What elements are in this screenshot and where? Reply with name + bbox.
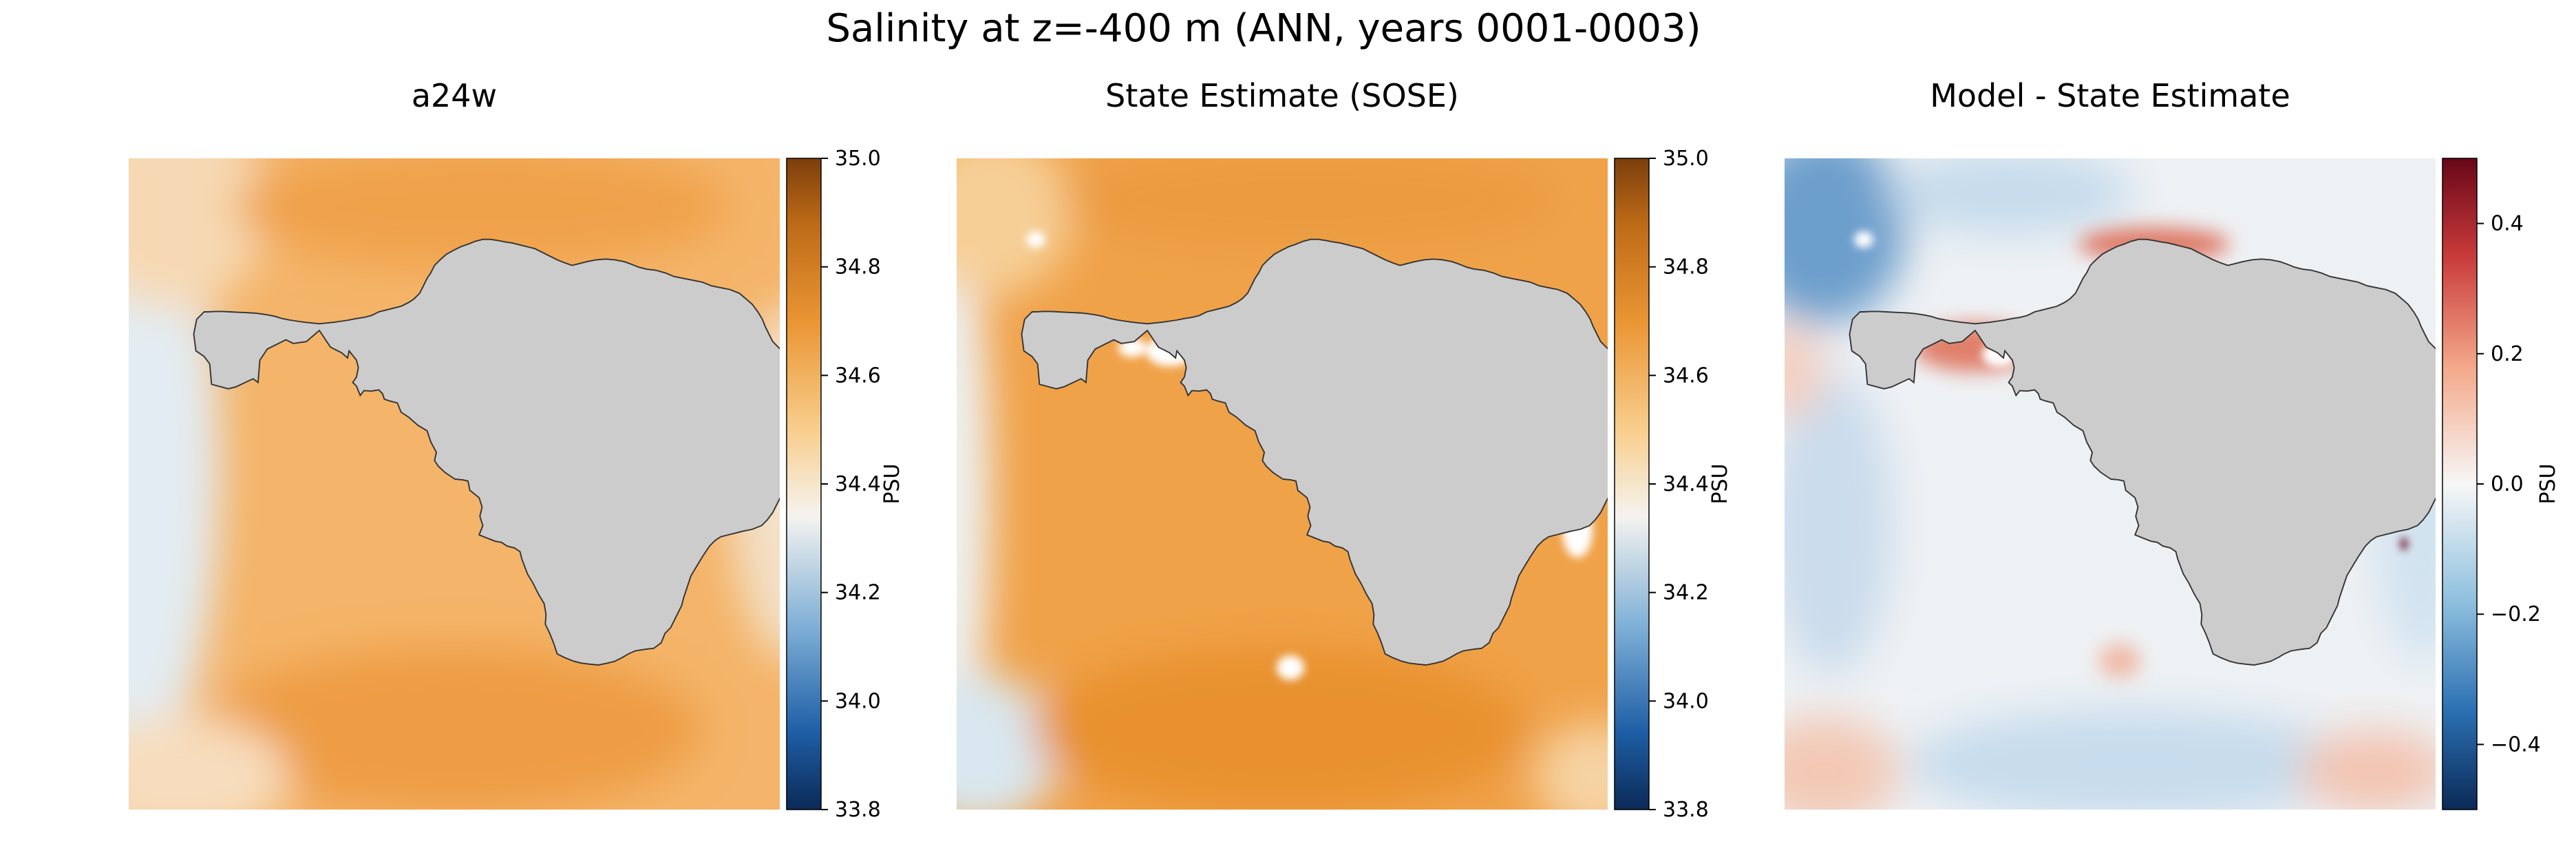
panel-title-a24w: a24w <box>412 77 497 114</box>
colorbar-tick-label: 33.8 <box>1663 798 1709 822</box>
colorbar-tick-label: 35.0 <box>835 147 881 171</box>
colorbar-unit: PSU <box>880 463 904 504</box>
heatmap-difference <box>1785 158 2436 810</box>
colorbar-a24w: 33.8 34.0 34.2 34.4 34.6 34.8 35.0 PSU <box>786 147 904 822</box>
colorbar-tick-label: 34.2 <box>1663 581 1709 605</box>
negative-north-patch <box>1886 158 2133 234</box>
figure-title: Salinity at z=-400 m (ANN, years 0001-00… <box>826 6 1701 51</box>
colorbar-unit: PSU <box>2536 463 2560 504</box>
fresh-east-patch <box>1535 723 1608 810</box>
fresh-west-patch <box>957 210 991 781</box>
colorbar-tick-label: 0.2 <box>2491 342 2524 366</box>
colorbar-tick-label: 35.0 <box>1663 147 1709 171</box>
colorbar-strip <box>2442 158 2478 810</box>
panel-a24w: a24w 33.8 34.0 34.2 34.4 34.6 34.8 35.0 PSU <box>129 77 904 822</box>
negative-nw-patch <box>1785 158 1906 324</box>
colorbar-strip <box>786 158 822 810</box>
colorbar-tick-label: 0.4 <box>2491 212 2524 236</box>
panel-title-sose: State Estimate (SOSE) <box>1105 77 1459 114</box>
negative-south-patch <box>1906 709 2361 810</box>
fresh-nw-patch <box>957 158 1074 296</box>
colorbar-tick-label: −0.2 <box>2491 602 2541 626</box>
colorbar-unit: PSU <box>1708 463 1732 504</box>
fresh-shelf-patch <box>1277 655 1304 680</box>
positive-west-patch <box>1785 324 1824 420</box>
positive-sw-patch <box>1785 716 1899 810</box>
colorbar-difference: −0.4 −0.2 0.0 0.2 0.4 PSU <box>2442 158 2560 810</box>
colorbar-tick-label: 34.6 <box>1663 363 1709 388</box>
salty-north-patch <box>234 158 730 268</box>
positive-strong-patch <box>2401 538 2407 550</box>
colorbar-ticks: 33.8 34.0 34.2 34.4 34.6 34.8 35.0 <box>821 147 881 822</box>
colorbar-tick-label: 0.0 <box>2491 472 2524 496</box>
negative-west-patch <box>1785 372 1893 675</box>
colorbar-tick-label: 34.6 <box>835 363 881 388</box>
colorbar-tick-label: 34.4 <box>1663 472 1709 496</box>
colorbar-tick-label: 34.0 <box>1663 689 1709 713</box>
colorbar-tick-label: 34.0 <box>835 689 881 713</box>
fresh-shelf-patch <box>1026 231 1045 248</box>
salty-south-patch <box>1032 647 1528 810</box>
neutral-shelf-patch <box>1854 231 1873 248</box>
fresh-sw-patch <box>129 716 289 810</box>
positive-se-patch <box>2299 730 2436 810</box>
positive-shelf-patch <box>2099 644 2140 678</box>
heatmap-sose <box>957 158 1608 810</box>
heatmap-a24w <box>129 158 780 810</box>
colorbar-ticks: 33.8 34.0 34.2 34.4 34.6 34.8 35.0 <box>1649 147 1709 822</box>
colorbar-ticks: −0.4 −0.2 0.0 0.2 0.4 <box>2477 212 2541 757</box>
colorbar-strip <box>1614 158 1650 810</box>
colorbar-tick-label: −0.4 <box>2491 732 2541 757</box>
colorbar-tick-label: 34.4 <box>835 472 881 496</box>
colorbar-tick-label: 33.8 <box>835 798 881 822</box>
fresh-west-patch <box>129 158 220 785</box>
colorbar-tick-label: 34.8 <box>1663 255 1709 279</box>
colorbar-tick-label: 34.2 <box>835 581 881 605</box>
fresh-nw-patch <box>129 158 268 310</box>
salty-south-patch <box>206 647 702 810</box>
salty-north-patch <box>1060 158 1555 248</box>
fresh-sw-patch <box>957 675 1060 810</box>
colorbar-tick-label: 34.8 <box>835 255 881 279</box>
colorbar-sose: 33.8 34.0 34.2 34.4 34.6 34.8 35.0 PSU <box>1614 147 1732 822</box>
panel-sose: State Estimate (SOSE) <box>957 77 1732 822</box>
panel-title-difference: Model - State Estimate <box>1930 77 2290 114</box>
panel-difference: Model - State Estimate <box>1785 77 2560 810</box>
